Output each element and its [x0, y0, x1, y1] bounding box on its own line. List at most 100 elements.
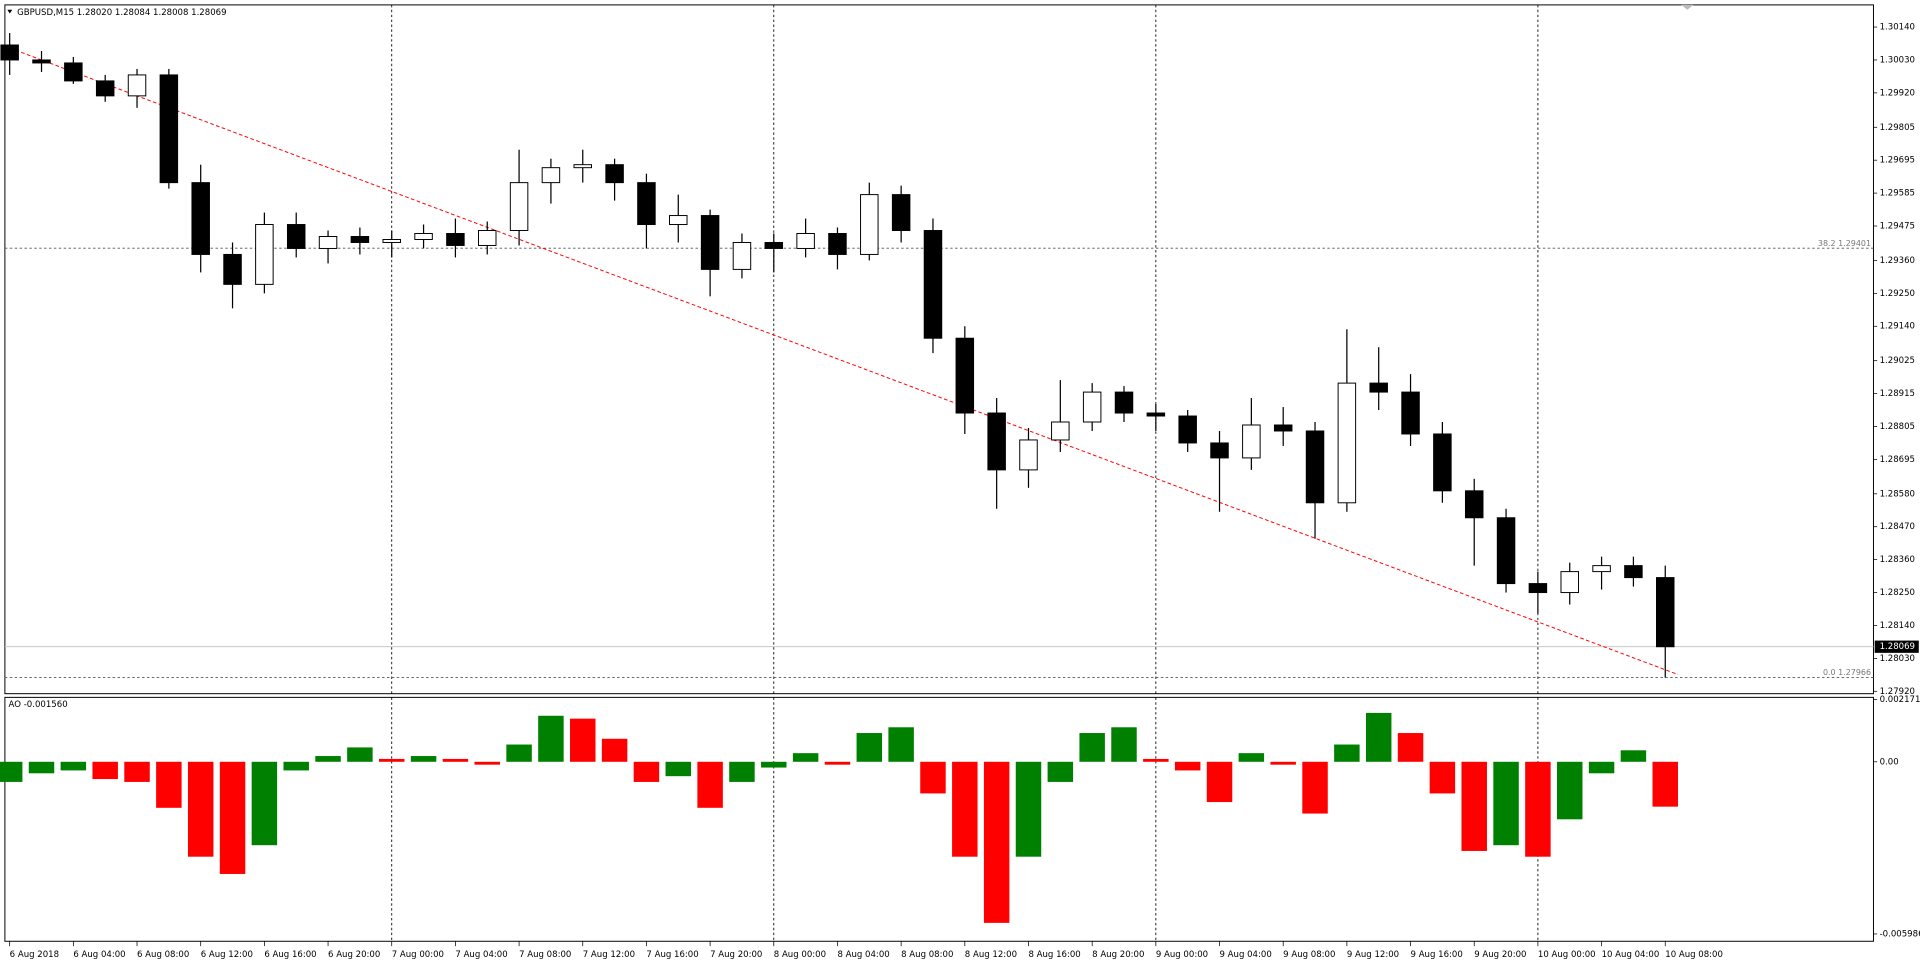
ao-bar [1302, 761, 1328, 814]
candle-body [1592, 565, 1611, 573]
candle-body [509, 182, 529, 231]
ao-bar [378, 758, 405, 762]
x-tick-label: 8 Aug 20:00 [1092, 950, 1144, 960]
candle-body [159, 74, 179, 184]
x-tick-label: 6 Aug 16:00 [264, 950, 316, 960]
candle-body [1464, 490, 1484, 519]
y-tick-label: 1.29920 [1880, 88, 1915, 98]
candle-body [637, 182, 656, 226]
ao-bar [761, 761, 787, 768]
ao-bar [1015, 761, 1042, 857]
ao-bar [315, 756, 341, 762]
candle-body [1337, 382, 1357, 504]
candle-body [1560, 571, 1579, 594]
ao-bar [0, 761, 23, 782]
y-tick-label: 1.29475 [1880, 222, 1915, 232]
x-tick-label: 10 Aug 00:00 [1538, 950, 1596, 960]
candle-body [605, 164, 624, 184]
y-tick-label: 1.28250 [1880, 588, 1915, 598]
y-tick-label: 1.28030 [1880, 654, 1915, 664]
x-tick-label: 9 Aug 04:00 [1220, 950, 1272, 960]
ao-bar [1588, 761, 1615, 774]
fib-label: 38.2 1.29401 [1818, 239, 1871, 248]
ao-bar [1397, 733, 1424, 762]
ao-bar [251, 761, 278, 846]
ao-bar [1429, 761, 1456, 794]
candle-body [1019, 439, 1038, 471]
candle-body [987, 412, 1006, 471]
y-tick-label: 1.28470 [1880, 522, 1915, 532]
candle-body [732, 241, 752, 270]
candle-body [1146, 412, 1166, 417]
y-tick-label: 1.29695 [1880, 156, 1915, 166]
x-tick-label: 9 Aug 16:00 [1411, 950, 1463, 960]
candle-body [95, 80, 115, 97]
candle-body [955, 337, 975, 414]
x-tick-label: 9 Aug 20:00 [1474, 950, 1526, 960]
candle-body [1273, 424, 1293, 432]
ao-panel [4, 696, 1874, 942]
y-tick-label: 1.27920 [1880, 687, 1915, 697]
candle-body [64, 62, 83, 82]
candle-body [1210, 442, 1229, 459]
y-tick-label: 0.002171 [1880, 695, 1920, 705]
ao-bar [697, 761, 723, 808]
ao-bar [156, 761, 182, 808]
candle-body [860, 194, 879, 255]
ao-bar [410, 756, 437, 762]
candle-body [318, 236, 338, 249]
ao-bar [1493, 761, 1519, 846]
x-tick-label: 8 Aug 16:00 [1028, 950, 1080, 960]
x-tick-label: 10 Aug 08:00 [1665, 950, 1723, 960]
candle-body [1496, 517, 1516, 585]
candle-body [191, 182, 210, 255]
candle-body [1305, 430, 1325, 504]
y-tick-label: 1.30140 [1880, 23, 1915, 33]
ao-bar [1334, 744, 1360, 762]
candle-body [700, 215, 720, 270]
candle-body [1082, 391, 1102, 423]
ao-bar [1270, 761, 1296, 765]
ao-bar [665, 761, 692, 777]
ao-bar [347, 747, 373, 762]
candle-body [1369, 382, 1388, 393]
ao-bar [824, 761, 851, 765]
ao-bar [952, 761, 978, 857]
x-tick-label: 7 Aug 00:00 [392, 950, 444, 960]
ao-bar [601, 738, 628, 762]
candle-body [573, 164, 593, 169]
ao-bar [633, 761, 660, 782]
candle-body [350, 236, 370, 243]
ao-bar [1365, 712, 1392, 762]
ao-bar [1174, 761, 1201, 771]
y-tick-label: 1.29585 [1880, 189, 1915, 199]
ao-bar [1143, 758, 1169, 762]
x-tick-label: 8 Aug 04:00 [837, 950, 889, 960]
candle-body [286, 224, 306, 249]
ao-bar [1556, 761, 1583, 820]
x-tick-label: 9 Aug 00:00 [1156, 950, 1208, 960]
y-tick-label: 0.00 [1880, 757, 1899, 767]
x-tick-label: 6 Aug 04:00 [73, 950, 125, 960]
ao-bar [187, 761, 214, 857]
candle-body [1401, 391, 1420, 435]
main-panel [4, 4, 1874, 695]
ao-bar [1047, 761, 1074, 782]
candle-body [1114, 391, 1134, 414]
x-tick-label: 6 Aug 20:00 [328, 950, 380, 960]
y-tick-label: 1.28915 [1880, 389, 1915, 399]
ao-bar [1079, 733, 1105, 762]
ao-bar [28, 761, 55, 774]
ao-bar [442, 758, 469, 762]
y-tick-label: 1.29805 [1880, 123, 1915, 133]
candle-body [764, 241, 784, 249]
candle-body [1178, 415, 1197, 444]
ao-bar [1111, 727, 1137, 762]
candle-body [446, 233, 465, 246]
x-tick-label: 9 Aug 08:00 [1283, 950, 1335, 960]
y-tick-label: 1.30030 [1880, 55, 1915, 65]
ao-bar [792, 753, 819, 762]
scroll-marker [1681, 4, 1694, 10]
x-tick-label: 6 Aug 2018 [10, 950, 59, 960]
